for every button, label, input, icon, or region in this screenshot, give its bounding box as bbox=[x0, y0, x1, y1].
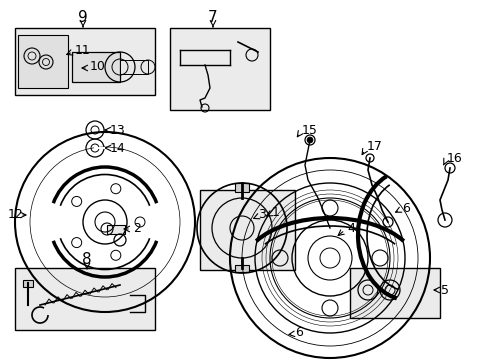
Text: 8: 8 bbox=[82, 252, 92, 266]
Text: 11: 11 bbox=[75, 44, 91, 57]
Bar bbox=[72, 52, 120, 82]
Bar bbox=[235, 183, 248, 192]
Text: 14: 14 bbox=[110, 141, 125, 154]
Text: 17: 17 bbox=[366, 139, 382, 153]
Bar bbox=[120, 60, 148, 74]
Text: 13: 13 bbox=[110, 123, 125, 136]
Circle shape bbox=[306, 137, 312, 143]
Text: 16: 16 bbox=[446, 152, 462, 165]
Text: 15: 15 bbox=[302, 123, 317, 136]
Text: 5: 5 bbox=[440, 284, 448, 297]
Bar bbox=[23, 280, 33, 287]
Bar bbox=[349, 268, 439, 318]
Bar bbox=[107, 225, 125, 234]
Bar bbox=[18, 35, 68, 88]
Bar bbox=[200, 190, 294, 270]
Text: 9: 9 bbox=[78, 10, 88, 26]
Bar bbox=[170, 28, 269, 110]
Text: 4: 4 bbox=[346, 221, 354, 234]
Bar bbox=[15, 268, 155, 330]
Text: 7: 7 bbox=[208, 10, 217, 26]
Bar bbox=[235, 265, 248, 272]
Text: 12: 12 bbox=[8, 208, 24, 221]
Text: 10: 10 bbox=[90, 60, 106, 73]
Text: 2: 2 bbox=[133, 221, 141, 234]
Text: 6: 6 bbox=[401, 202, 409, 215]
Text: 1: 1 bbox=[271, 206, 279, 219]
Text: 3: 3 bbox=[258, 208, 265, 221]
Bar bbox=[15, 28, 155, 95]
Text: 6: 6 bbox=[294, 327, 302, 339]
